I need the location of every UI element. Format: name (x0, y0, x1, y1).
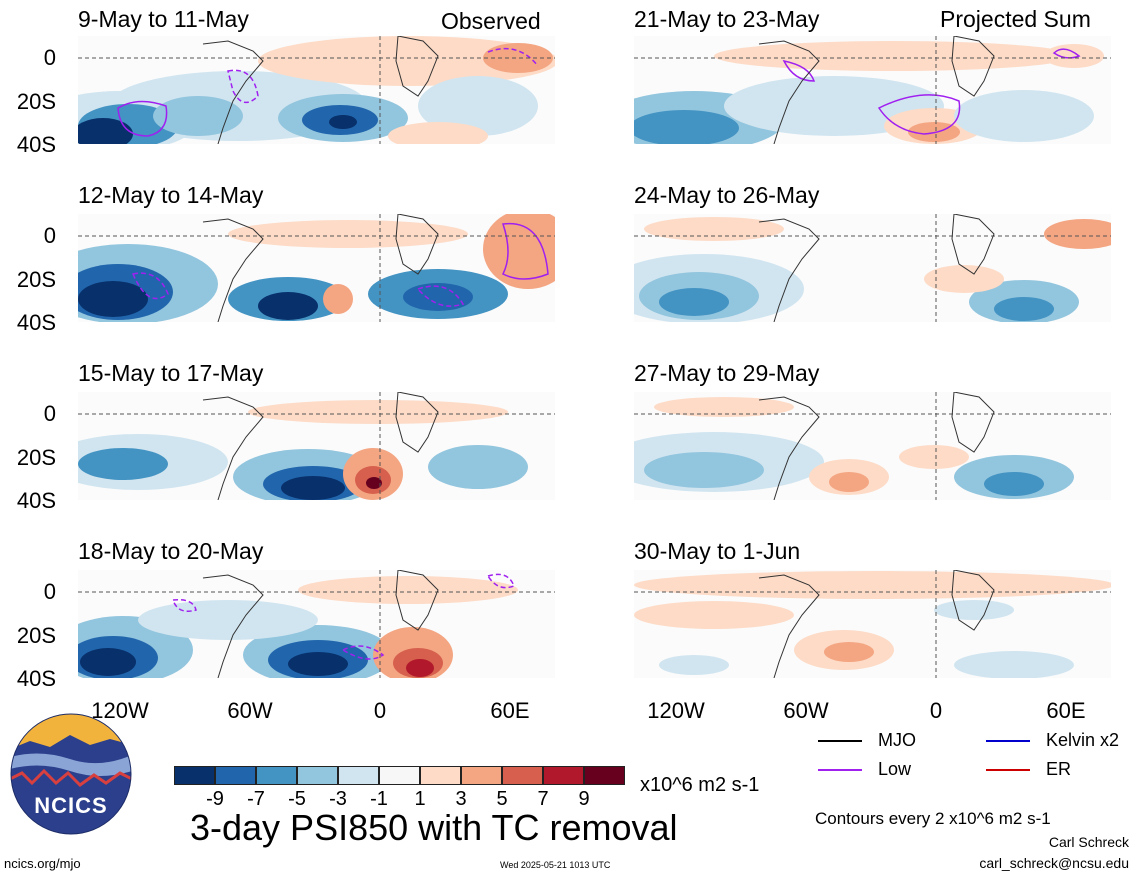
er-legend-line (986, 769, 1030, 771)
colorbar-bin (461, 766, 502, 785)
panel-title-7: 27-May to 29-May (634, 360, 820, 386)
kelvin-legend-label: Kelvin x2 (1046, 730, 1120, 750)
mjo-legend-label: MJO (878, 730, 916, 750)
lat-label-40s: 40S (16, 132, 56, 157)
panel-title-4: 18-May to 20-May (78, 538, 264, 564)
mjo-legend-line (818, 740, 862, 742)
lat-label-20s: 20S (16, 623, 56, 648)
lon-label-60e: 60E (490, 698, 530, 723)
colorbar-tick: 3 (455, 788, 467, 810)
map-panel-proj-3 (634, 392, 1111, 500)
main-title: 3-day PSI850 with TC removal (190, 807, 678, 848)
panel-title-8: 30-May to 1-Jun (634, 538, 801, 564)
colorbar-tick: -5 (288, 788, 306, 810)
lon-label-0: 0 (373, 698, 387, 723)
lat-label-40s: 40S (16, 488, 56, 513)
colorbar-tick: 5 (496, 788, 508, 810)
colorbar-tick: -7 (247, 788, 265, 810)
map-panel-obs-2 (78, 214, 555, 322)
lat-label-0: 0 (43, 579, 56, 604)
colorbar-bin (420, 766, 461, 785)
map-panel-proj-1 (634, 36, 1111, 144)
colorbar-bin (502, 766, 543, 785)
colorbar-bin (297, 766, 338, 785)
colorbar-tick: -3 (329, 788, 347, 810)
colorbar-tick: -9 (206, 788, 224, 810)
lon-label-60w: 60W (227, 698, 273, 723)
map-panel-obs-1 (78, 36, 555, 144)
colorbar-units: x10^6 m2 s-1 (640, 774, 760, 796)
panel-title-1: 9-May to 11-May (78, 6, 249, 32)
low-legend-label: Low (878, 759, 912, 779)
lon-label-0: 0 (929, 698, 943, 723)
colorbar-tick: 7 (537, 788, 549, 810)
lat-label-20s: 20S (16, 89, 56, 114)
author-name: Carl Schreck (1048, 834, 1129, 850)
map-panel-obs-4 (78, 570, 555, 678)
panel-title-5: 21-May to 23-May (634, 6, 820, 32)
colorbar-tick: 1 (414, 788, 426, 810)
contour-note: Contours every 2 x10^6 m2 s-1 (815, 809, 1051, 828)
lon-label-120w: 120W (647, 698, 705, 723)
low-legend-line (818, 769, 862, 771)
map-panel-proj-2 (634, 214, 1111, 322)
lon-label-60w: 60W (783, 698, 829, 723)
lat-label-0: 0 (43, 223, 56, 248)
kelvin-legend-line (986, 740, 1030, 742)
site-link[interactable]: ncics.org/mjo (4, 856, 81, 871)
colorbar-bin (379, 766, 420, 785)
lon-label-60e: 60E (1046, 698, 1086, 723)
colorbar-bin (256, 766, 297, 785)
projected-label: Projected Sum (940, 6, 1091, 32)
er-legend-label: ER (1046, 759, 1072, 779)
lat-label-40s: 40S (16, 310, 56, 335)
lon-label-120w: 120W (91, 698, 149, 723)
colorbar-bin (215, 766, 256, 785)
ncics-logo: NCICS (10, 713, 132, 835)
colorbar-bin (338, 766, 379, 785)
lat-label-0: 0 (43, 401, 56, 426)
lat-label-20s: 20S (16, 267, 56, 292)
colorbar-tick: -1 (370, 788, 388, 810)
observed-label: Observed (441, 8, 541, 34)
lat-label-0: 0 (43, 45, 56, 70)
panel-title-6: 24-May to 26-May (634, 182, 820, 208)
logo-text: NCICS (34, 793, 108, 818)
lat-label-20s: 20S (16, 445, 56, 470)
panel-title-2: 12-May to 14-May (78, 182, 264, 208)
colorbar-bin (543, 766, 584, 785)
colorbar-bin (174, 766, 215, 785)
lat-label-40s: 40S (16, 666, 56, 691)
colorbar-tick: 9 (578, 788, 590, 810)
author-email: carl_schreck@ncsu.edu (979, 855, 1129, 871)
timestamp: Wed 2025-05-21 1013 UTC (500, 860, 611, 870)
panel-title-3: 15-May to 17-May (78, 360, 264, 386)
map-panel-obs-3 (78, 392, 555, 500)
colorbar-bin (584, 766, 625, 785)
map-panel-proj-4 (634, 570, 1111, 678)
